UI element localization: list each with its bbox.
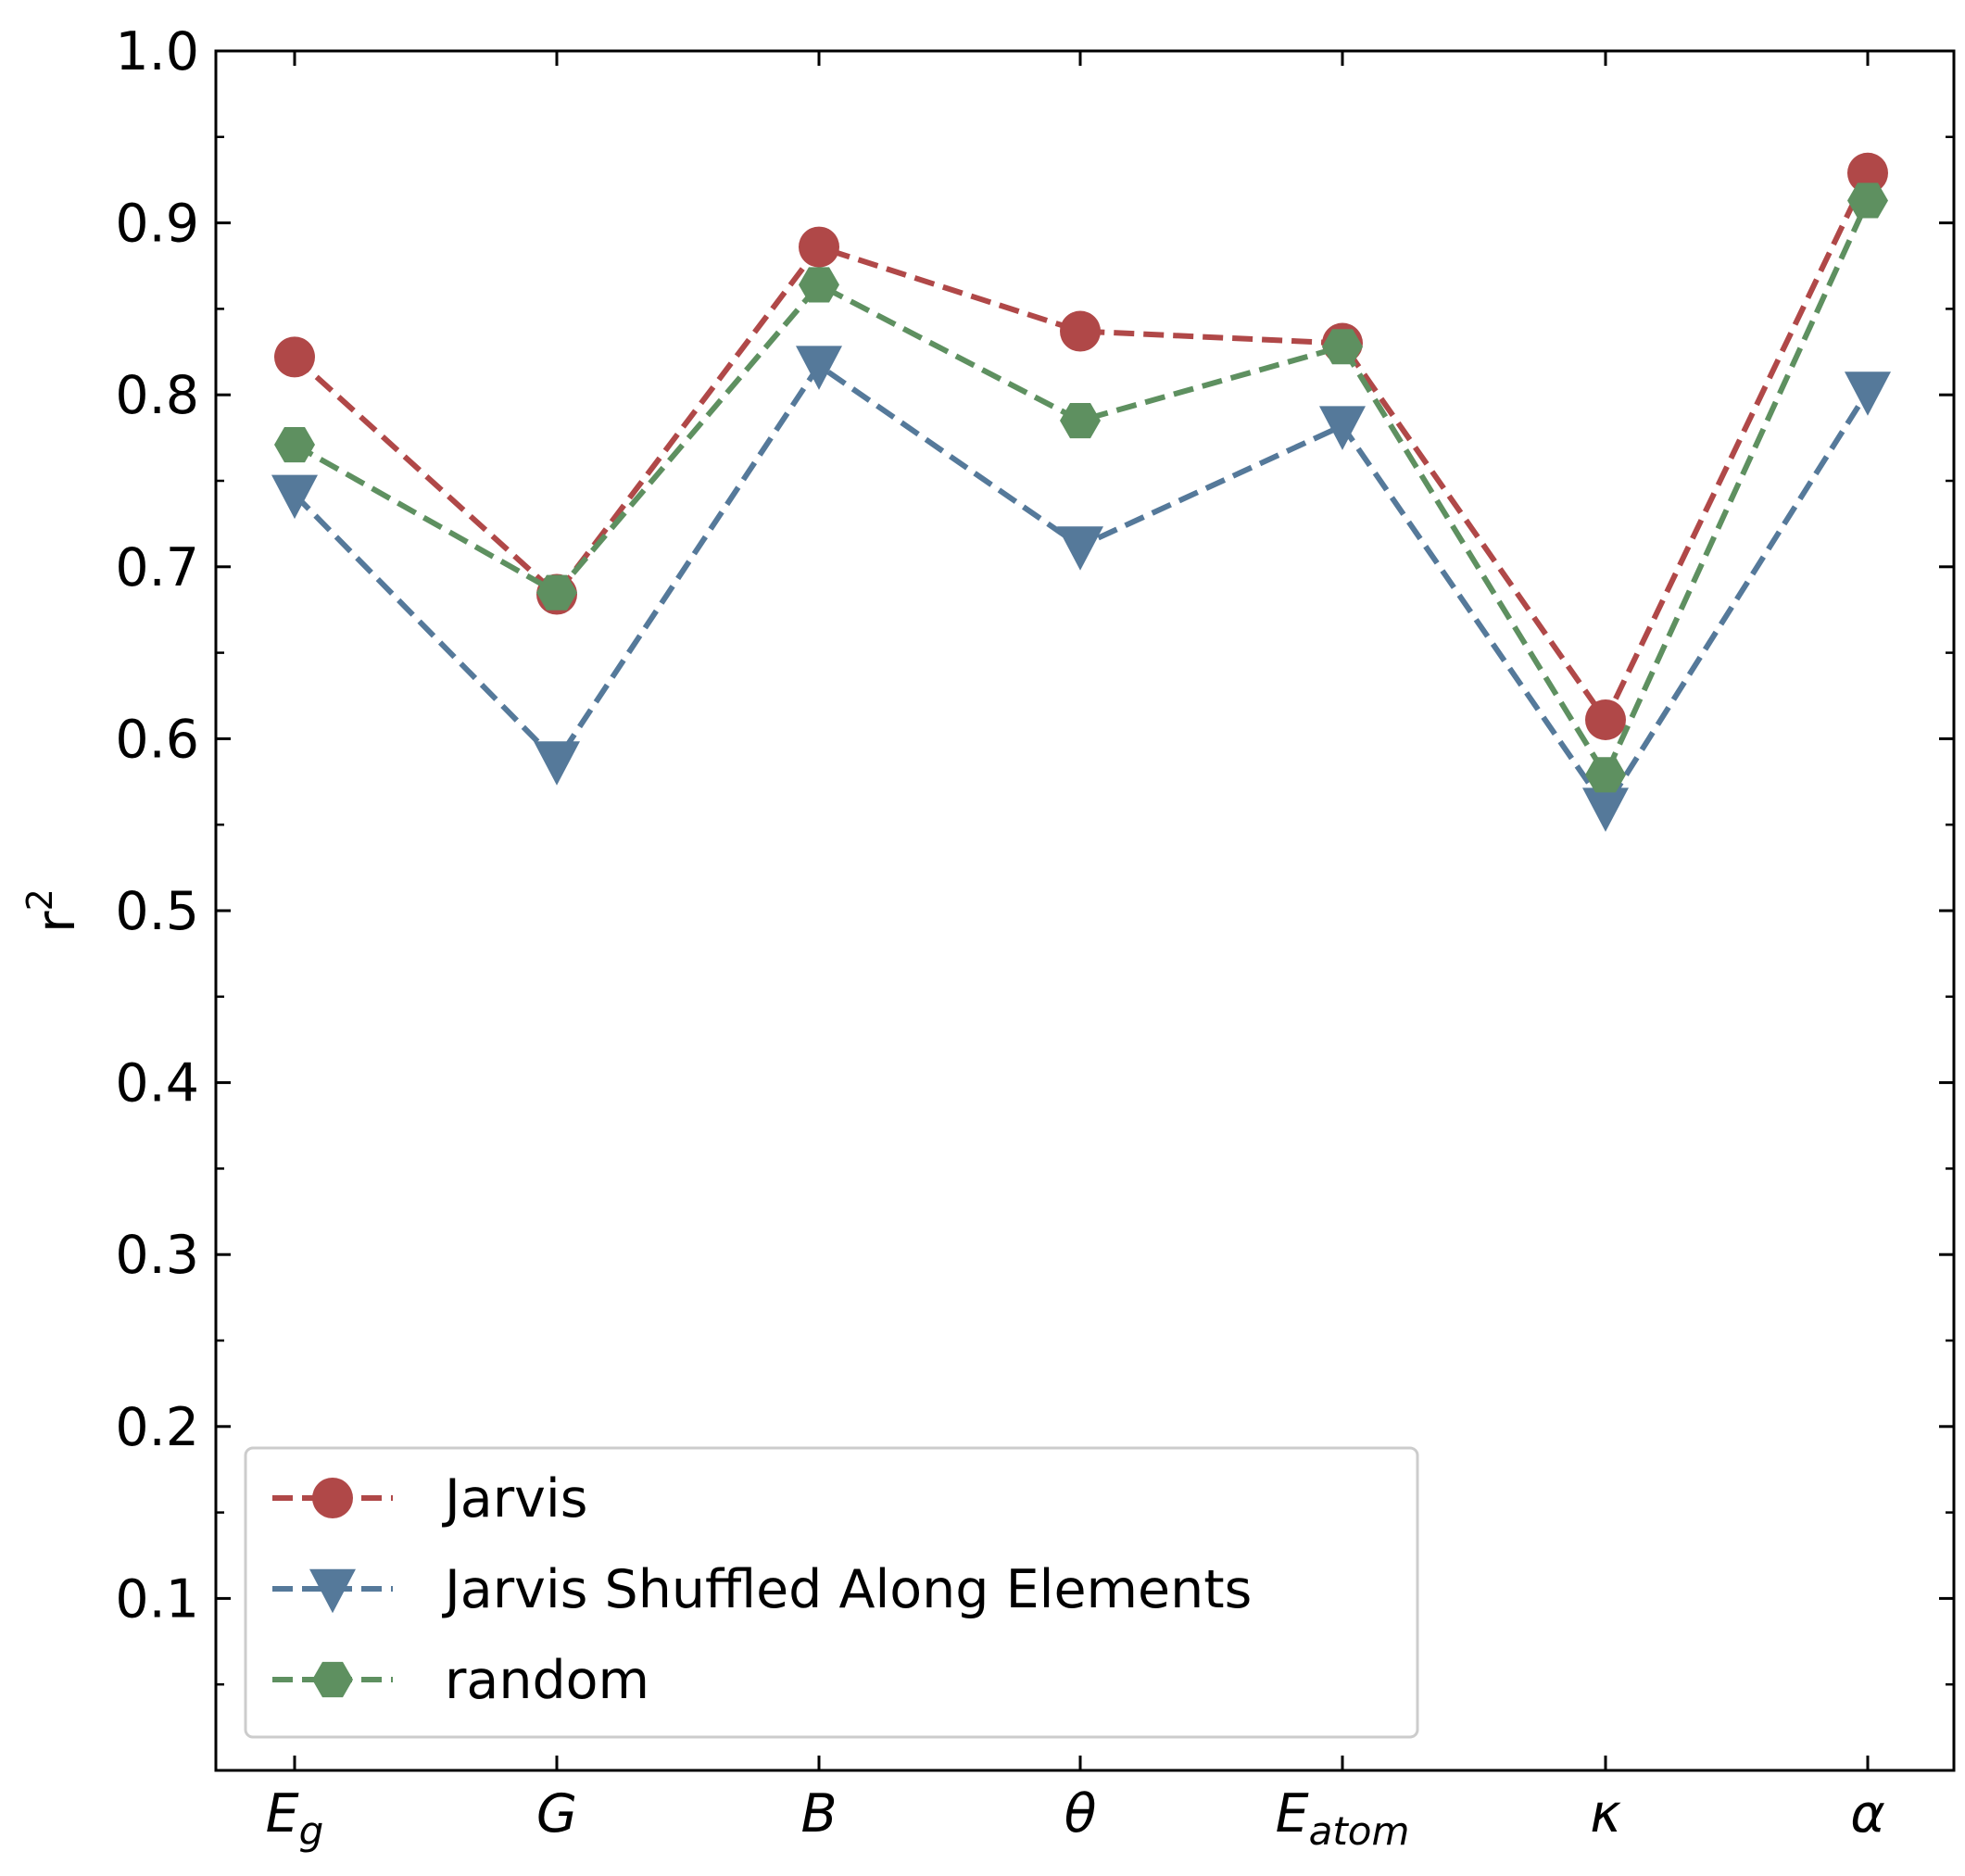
data-point: [1319, 406, 1366, 450]
x-tick-label: κ: [1590, 1783, 1621, 1845]
x-tick-label: α: [1850, 1783, 1885, 1845]
data-point: [799, 226, 839, 268]
legend-box: [244, 1446, 1419, 1739]
series-layer: [271, 152, 1891, 832]
y-tick-label: 0.5: [115, 881, 199, 942]
x-tick-label: Eg: [266, 1783, 324, 1854]
data-point: [1845, 371, 1891, 416]
legend-label: Jarvis: [442, 1468, 587, 1530]
y-tick-label: 0.3: [115, 1225, 199, 1286]
data-point: [1847, 183, 1888, 219]
legend-marker: [312, 1661, 353, 1698]
data-point: [1585, 757, 1626, 793]
data-point: [536, 574, 577, 611]
legend-marker: [309, 1568, 356, 1614]
data-point: [1057, 526, 1103, 571]
data-point: [1322, 329, 1363, 365]
series-random: [274, 183, 1888, 793]
data-point: [271, 474, 318, 520]
series-jarvis: [274, 152, 1888, 740]
y-tick-label: 0.9: [115, 194, 199, 255]
x-tick-label: G: [536, 1783, 577, 1845]
plot-frame: [214, 49, 1956, 1772]
y-tick-label: 0.8: [115, 365, 199, 426]
x-tick-label: θ: [1064, 1783, 1097, 1845]
data-point: [274, 427, 315, 463]
x-tick-label: Eatom: [1276, 1783, 1410, 1854]
legend: Jarvis Jarvis Shuffled Along Elements rand…: [244, 1446, 1419, 1739]
data-point: [1585, 699, 1626, 740]
y-tick-label: 0.1: [115, 1568, 199, 1630]
data-point: [799, 267, 839, 303]
data-point: [1582, 787, 1629, 832]
y-tick-label: 1.0: [115, 21, 199, 82]
series-line: [292, 171, 1871, 725]
x-tick-label: B: [800, 1783, 837, 1845]
data-point: [534, 741, 580, 786]
data-point: [274, 336, 315, 378]
data-point: [796, 346, 842, 390]
legend-label: random: [445, 1650, 649, 1711]
legend-marker: [312, 1478, 353, 1518]
y-tick-label: 0.4: [115, 1053, 199, 1114]
y-tick-label: 0.2: [115, 1397, 199, 1458]
y-tick-label: 0.6: [115, 709, 199, 770]
data-point: [1060, 310, 1101, 352]
series-jarvis-shuffled-along-elements: [271, 346, 1891, 832]
data-point: [1060, 403, 1101, 439]
legend-label: Jarvis Shuffled Along Elements: [442, 1559, 1252, 1620]
y-axis-label: r2: [19, 888, 87, 933]
series-line: [293, 199, 1871, 781]
y-tick-label: 0.7: [115, 537, 199, 598]
